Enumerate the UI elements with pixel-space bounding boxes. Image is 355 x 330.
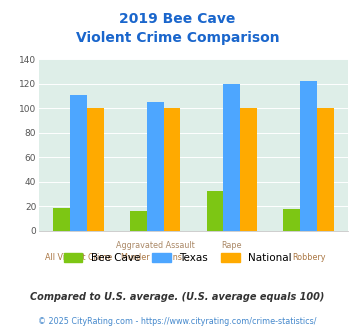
Bar [223,84,240,231]
Bar [130,212,147,231]
Text: Aggravated Assault: Aggravated Assault [116,241,195,250]
Bar [283,209,300,231]
Bar [164,109,180,231]
Legend: Bee Cave, Texas, National: Bee Cave, Texas, National [59,249,296,267]
Text: Murder & Mans...: Murder & Mans... [121,253,189,262]
Bar [147,102,164,231]
Bar [300,82,317,231]
Text: © 2025 CityRating.com - https://www.cityrating.com/crime-statistics/: © 2025 CityRating.com - https://www.city… [38,317,317,326]
Text: 2019 Bee Cave: 2019 Bee Cave [119,12,236,25]
Text: Rape: Rape [222,241,242,250]
Text: Robbery: Robbery [292,253,325,262]
Text: All Violent Crime: All Violent Crime [45,253,112,262]
Bar [207,190,223,231]
Text: Compared to U.S. average. (U.S. average equals 100): Compared to U.S. average. (U.S. average … [30,292,325,302]
Bar [87,109,104,231]
Bar [240,109,257,231]
Bar [70,95,87,231]
Bar [317,109,334,231]
Bar [53,208,70,231]
Text: Violent Crime Comparison: Violent Crime Comparison [76,31,279,45]
